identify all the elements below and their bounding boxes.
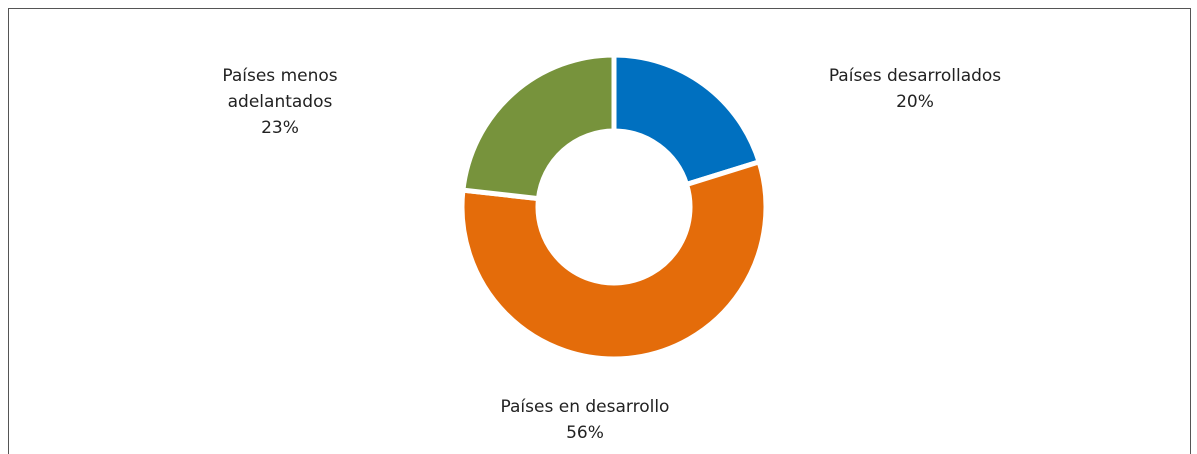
donut-slice <box>460 52 617 202</box>
value-label: 20% <box>896 92 934 112</box>
category-label: Países desarrollados <box>828 66 1002 86</box>
donut-slice <box>611 52 763 188</box>
data-label: Países desarrollados 20% <box>785 63 1045 115</box>
category-label: Países en desarrollo <box>500 397 670 417</box>
data-label: Países menos adelantados 23% <box>150 63 410 141</box>
value-label: 56% <box>566 423 604 443</box>
donut-slice <box>459 158 769 362</box>
data-label: Países en desarrollo 56% <box>455 394 715 446</box>
chart-border <box>8 8 1191 454</box>
category-label: Países menos adelantados <box>222 66 338 112</box>
value-label: 23% <box>261 118 299 138</box>
